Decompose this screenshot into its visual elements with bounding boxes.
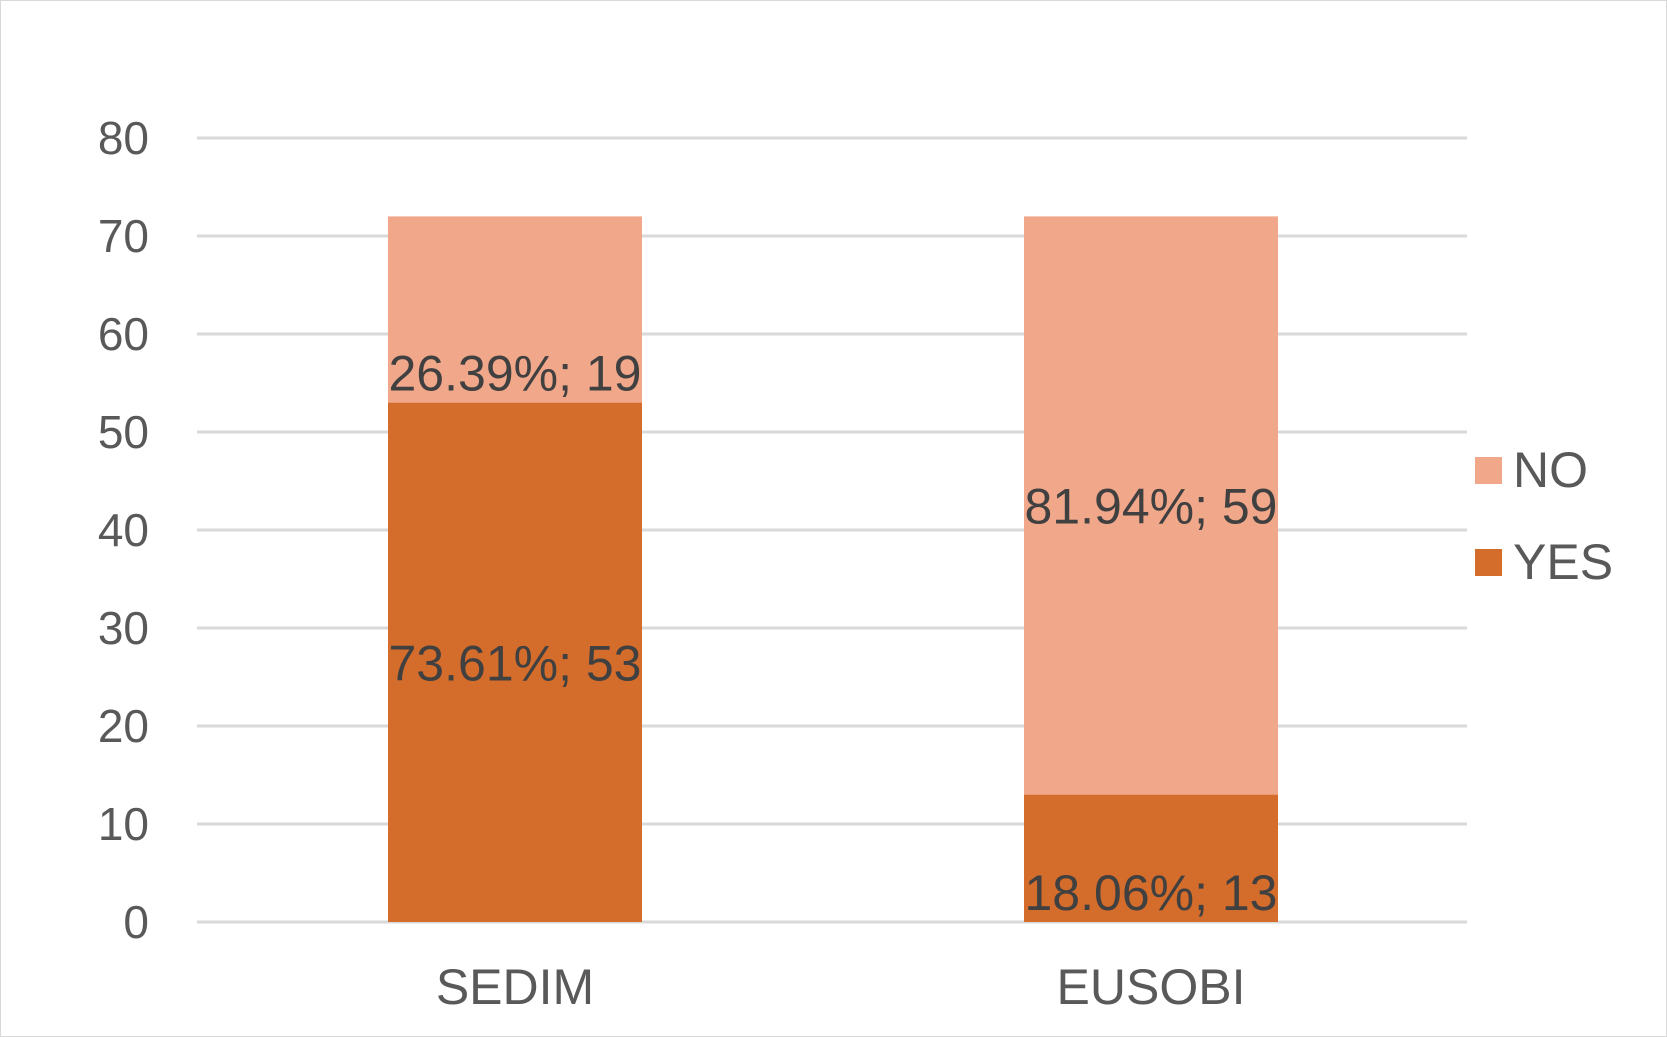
data-label-sedim-no: 26.39%; 19 (389, 346, 642, 402)
y-tick-label-60: 60 (98, 308, 149, 360)
y-tick-label-10: 10 (98, 798, 149, 850)
legend-label-no: NO (1513, 442, 1588, 498)
bar-sedim-yes (388, 402, 642, 923)
bar-sedim-no (388, 216, 642, 403)
y-tick-label-40: 40 (98, 504, 149, 556)
legend: NO YES (1475, 442, 1613, 590)
x-axis-category-labels: SEDIM EUSOBI (436, 959, 1246, 1015)
y-tick-label-50: 50 (98, 406, 149, 458)
y-axis-tick-labels: 0 10 20 30 40 50 60 70 80 (98, 112, 149, 948)
data-label-eusobi-yes: 18.06%; 13 (1025, 865, 1278, 921)
bar-eusobi-no (1024, 216, 1278, 795)
x-category-label-eusobi: EUSOBI (1057, 959, 1246, 1015)
data-label-eusobi-no: 81.94%; 59 (1025, 479, 1278, 535)
data-labels: 73.61%; 53 26.39%; 19 18.06%; 13 81.94%; 59 (389, 346, 1278, 921)
bars (388, 216, 1278, 923)
legend-swatch-no (1475, 457, 1502, 484)
y-tick-label-80: 80 (98, 112, 149, 164)
legend-label-yes: YES (1513, 534, 1613, 590)
legend-swatch-yes (1475, 549, 1502, 576)
y-tick-label-20: 20 (98, 700, 149, 752)
data-label-sedim-yes: 73.61%; 53 (389, 635, 642, 691)
y-tick-label-30: 30 (98, 602, 149, 654)
bar-eusobi-yes (1024, 794, 1278, 922)
y-tick-label-70: 70 (98, 210, 149, 262)
y-tick-label-0: 0 (123, 896, 149, 948)
x-category-label-sedim: SEDIM (436, 959, 594, 1015)
